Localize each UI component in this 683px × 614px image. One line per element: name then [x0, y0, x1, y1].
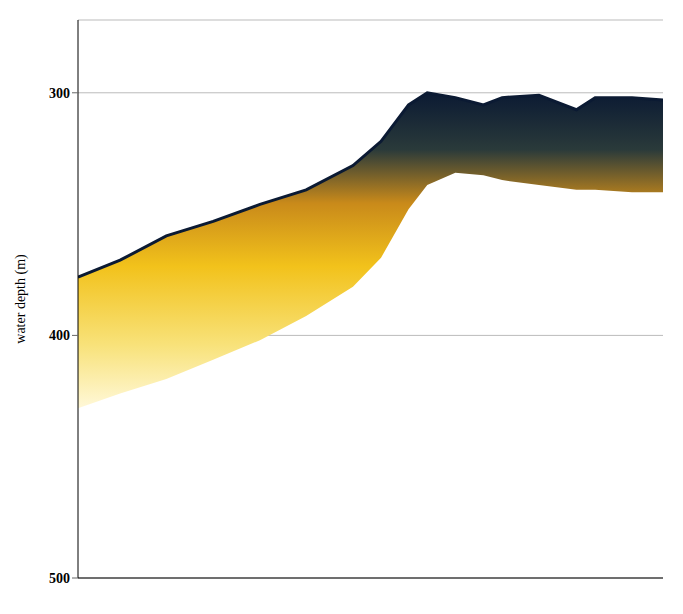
svg-text:400: 400	[49, 328, 70, 343]
svg-text:water depth (m): water depth (m)	[13, 254, 29, 344]
svg-text:500: 500	[49, 571, 70, 586]
svg-text:300: 300	[49, 86, 70, 101]
